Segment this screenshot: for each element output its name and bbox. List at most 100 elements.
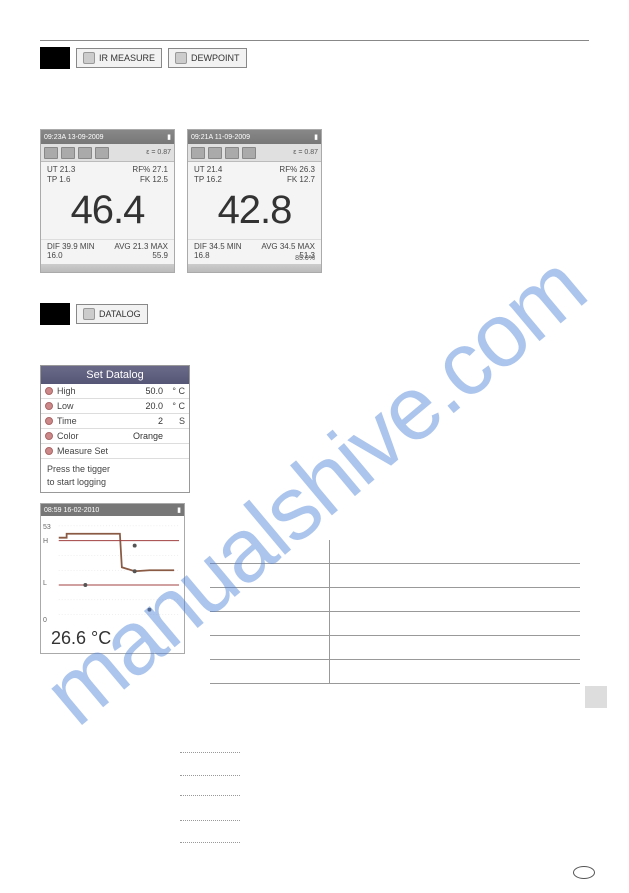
- avg-right: AVG 34.5: [261, 242, 295, 251]
- row-unit: ° C: [167, 401, 185, 411]
- row-value: 50.0: [111, 386, 163, 396]
- graph-screen: 08:59 16-02-2010 ▮ 53 H L 0: [40, 503, 185, 654]
- tp-right: TP 16.2: [194, 175, 222, 184]
- dot-icon: [133, 544, 137, 548]
- tp-left: TP 1.6: [47, 175, 75, 184]
- section1-header: IR MEASURE DEWPOINT: [40, 47, 589, 69]
- dewpoint-label: DEWPOINT: [168, 48, 247, 68]
- datalog-row-low: Low 20.0 ° C: [41, 399, 189, 414]
- dot-icon: [83, 583, 87, 587]
- main-left: 46.4: [41, 184, 174, 239]
- leader-line: [180, 820, 240, 821]
- leader-line: [180, 752, 240, 753]
- fk-left: FK 12.5: [132, 175, 168, 184]
- graph-temp: 26.6 °C: [41, 626, 184, 653]
- radio-icon: [45, 402, 53, 410]
- radio-icon: [45, 432, 53, 440]
- iconrow-left: ε = 0.87: [41, 144, 174, 162]
- row-value: 20.0: [111, 401, 163, 411]
- max-left: MAX 55.9: [151, 242, 168, 260]
- ir-measure-label: IR MEASURE: [76, 48, 162, 68]
- row-unit: ° C: [167, 386, 185, 396]
- readings2-left: DIF 39.9 MIN 16.0 AVG 21.3 MAX 55.9: [41, 239, 174, 264]
- set-datalog-panel: Set Datalog High 50.0 ° C Low 20.0 ° C T…: [40, 365, 190, 493]
- datalog-row-time: Time 2 S: [41, 414, 189, 429]
- timestamp-right: 09:21A 11-09-2009: [191, 134, 250, 141]
- row-label: Measure Set: [57, 446, 108, 456]
- main-right: 42.8: [188, 184, 321, 239]
- ut-right: UT 21.4: [194, 165, 222, 174]
- radio-icon: [45, 447, 53, 455]
- row-label: Color: [57, 431, 107, 441]
- screen-left: 09:23A 13-09-2009 ▮ ε = 0.87 UT 21.3 TP …: [40, 129, 175, 273]
- datalog-row-measure: Measure Set: [41, 444, 189, 459]
- mode-icon: [191, 147, 205, 159]
- leader-line: [180, 842, 240, 843]
- leader-line: [180, 775, 240, 776]
- row-label: Time: [57, 416, 107, 426]
- ir-icon: [83, 52, 95, 64]
- row-value: 2: [111, 416, 163, 426]
- timestamp-left: 09:23A 13-09-2009: [44, 134, 104, 141]
- ruled-table: [210, 540, 580, 684]
- ruled-line: [210, 588, 580, 612]
- mode-icon: [44, 147, 58, 159]
- ruled-line: [210, 564, 580, 588]
- ruled-line: [210, 540, 580, 564]
- datalog-msg: Press the tigger to start logging: [41, 459, 189, 492]
- graph-statusbar: 08:59 16-02-2010 ▮: [41, 504, 184, 516]
- screen-row: 09:23A 13-09-2009 ▮ ε = 0.87 UT 21.3 TP …: [40, 129, 589, 273]
- leader-line: [180, 795, 240, 796]
- statusbar-right: 09:21A 11-09-2009 ▮: [188, 130, 321, 144]
- datalog-row-color: Color Orange: [41, 429, 189, 444]
- bottombar-left: [41, 264, 174, 272]
- ir-measure-text: IR MEASURE: [99, 53, 155, 63]
- dewpoint-icon: [175, 52, 187, 64]
- graph-timestamp: 08:59 16-02-2010: [44, 507, 99, 514]
- eps-left: ε = 0.87: [146, 149, 171, 156]
- graph-svg: [41, 516, 184, 624]
- avg-left: AVG 21.3: [114, 242, 148, 251]
- datalog-icon: [83, 308, 95, 320]
- graph-plot: 53 H L 0: [41, 516, 184, 626]
- readings-left: UT 21.3 TP 1.6 RF% 27.1 FK 12.5: [41, 162, 174, 184]
- datalog-label: DATALOG: [76, 304, 148, 324]
- rf-right: RF% 26.3: [279, 165, 315, 174]
- batt-icon: ▮: [177, 506, 181, 514]
- mode-icon: [225, 147, 239, 159]
- ruled-line: [210, 636, 580, 660]
- dot-icon: [147, 608, 151, 612]
- radio-icon: [45, 387, 53, 395]
- page-number: [573, 866, 595, 879]
- mode-icon: [61, 147, 75, 159]
- batt-icon: ▮: [314, 133, 318, 141]
- trace-path: [59, 534, 174, 571]
- readings-right: UT 21.4 TP 16.2 RF% 26.3 FK 12.7: [188, 162, 321, 184]
- bottombar-right: [188, 264, 321, 272]
- row-value: Orange: [111, 431, 163, 441]
- eps-right: ε = 0.87: [293, 149, 318, 156]
- msg-line1: Press the tigger: [47, 463, 183, 476]
- dif-left: DIF 39.9: [47, 242, 78, 251]
- ut-left: UT 21.3: [47, 165, 75, 174]
- radio-icon: [45, 417, 53, 425]
- rf-left: RF% 27.1: [132, 165, 168, 174]
- datalog-row-high: High 50.0 ° C: [41, 384, 189, 399]
- fk-right: FK 12.7: [279, 175, 315, 184]
- mode-icon: [208, 147, 222, 159]
- row-label: High: [57, 386, 107, 396]
- datalog-text: DATALOG: [99, 309, 141, 319]
- section2-header: DATALOG: [40, 303, 589, 325]
- mode-icon: [95, 147, 109, 159]
- set-datalog-title: Set Datalog: [41, 366, 189, 384]
- ruled-line: [210, 612, 580, 636]
- top-divider: [40, 40, 589, 41]
- row-label: Low: [57, 401, 107, 411]
- ruled-line: [210, 660, 580, 684]
- iconrow-right: ε = 0.87: [188, 144, 321, 162]
- dif-right: DIF 34.5: [194, 242, 225, 251]
- batt-icon: ▮: [167, 133, 171, 141]
- dewpoint-text: DEWPOINT: [191, 53, 240, 63]
- mode-icon: [242, 147, 256, 159]
- section-marker: [40, 303, 70, 325]
